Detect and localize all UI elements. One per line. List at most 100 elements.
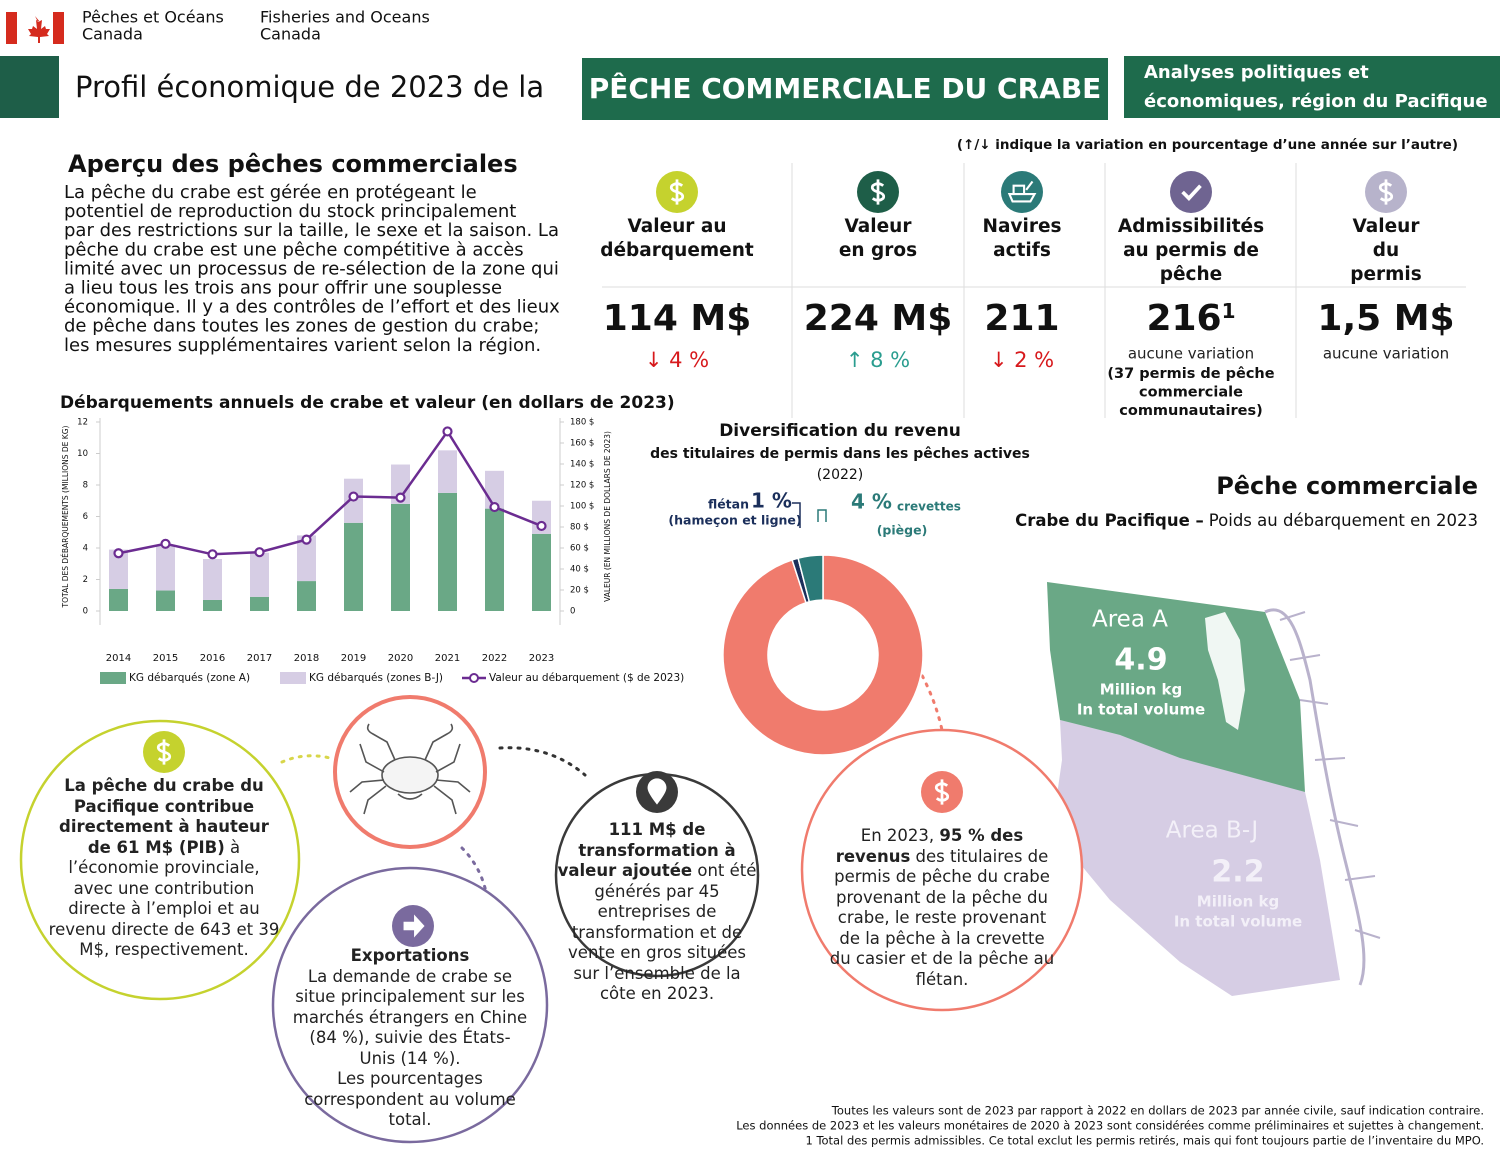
y-tick-label: 4 [83, 544, 88, 554]
x-tick-label: 2021 [435, 653, 460, 664]
bar [250, 596, 269, 611]
callout-run: La pêche du crabe du Pacifique contribue… [59, 776, 269, 857]
icon-glyph [934, 779, 950, 805]
bar [391, 464, 410, 504]
bar [485, 508, 504, 611]
callout-run: ont été générés par 45 entreprises de tr… [568, 861, 757, 1003]
legend-swatch [280, 672, 306, 684]
icon [143, 731, 185, 773]
kpi-label: permis [1350, 264, 1422, 285]
kpi-value: 2161 [1146, 298, 1235, 339]
y-tick-label: 8 [83, 481, 88, 491]
map-subtitle-text: Poids au débarquement en 2023 [1209, 511, 1478, 530]
flag-bar [53, 12, 64, 44]
line [118, 429, 542, 556]
slice-note: (hameçon et ligne) [668, 513, 801, 528]
region-label: économiques, région du Pacifique [1144, 91, 1488, 112]
overview-line: de pêche dans toutes les zones de gestio… [64, 316, 539, 337]
icon [392, 905, 434, 947]
chart-period: (2022) [817, 467, 864, 483]
overview-line: économique. Il y a des contrôles de l’ef… [64, 297, 560, 318]
kpi-label: au permis de [1123, 240, 1259, 261]
connector [460, 846, 489, 899]
y-tick-label: 10 [77, 449, 88, 459]
line-marker [489, 501, 500, 513]
bar [391, 503, 410, 611]
slice-value-label: 4 % [851, 490, 892, 514]
accent-band [0, 56, 59, 118]
kpi-value: 114 M$ [603, 298, 752, 339]
flag-bar [6, 12, 17, 44]
callout-run: Les pourcentages correspondent au volume… [304, 1069, 516, 1129]
kpi-value: 1,5 M$ [1317, 298, 1454, 339]
kpi-change: ↓ 4 % [645, 348, 709, 372]
overview-heading: Aperçu des pêches commerciales [68, 150, 518, 178]
line-marker [536, 520, 547, 532]
kpi-label: Valeur [845, 216, 913, 237]
dept-name: Pêches et Océans [82, 8, 224, 27]
callout-run: Exportations [350, 946, 470, 965]
banner [582, 58, 1108, 120]
connector [498, 746, 587, 777]
footnote: Toutes les valeurs sont de 2023 par rapp… [831, 1104, 1484, 1118]
y2-tick-label: 180 $ [570, 418, 594, 428]
kpi-label: Valeur au [627, 216, 726, 237]
icon-glyph [647, 778, 667, 805]
overview-line: a lieu tous les trois ans pour offrir un… [64, 278, 502, 299]
bar [438, 492, 457, 611]
area-name: Area B-J [1166, 818, 1258, 844]
bar [109, 588, 128, 611]
chart-title: Diversification du revenu [719, 421, 961, 441]
icon-glyph [669, 179, 685, 205]
callout-circle [271, 866, 549, 1144]
leader-line [817, 509, 827, 522]
icon-glyph [1007, 180, 1037, 203]
x-tick-label: 2014 [106, 653, 131, 664]
legend-label: Valeur au débarquement ($ de 2023) [489, 672, 684, 684]
icon-glyph [870, 179, 886, 205]
kpi-value-text: 114 M$ [603, 298, 752, 339]
kpi-label: actifs [993, 240, 1051, 261]
legend-label: KG débarqués (zones B-J) [309, 672, 443, 684]
kpi-value-text: 216 [1146, 298, 1221, 339]
kpi-label: du [1373, 240, 1399, 261]
line-marker [160, 538, 171, 549]
dept-name: Canada [82, 25, 143, 44]
map-subtitle-bold: Crabe du Pacifique – [1015, 511, 1204, 530]
map-area [1052, 720, 1340, 996]
icon [1170, 171, 1212, 213]
area-unit: Million kg [1197, 893, 1279, 911]
overview-line: potentiel de reproduction du stock princ… [64, 201, 516, 222]
map-title: Pêche commerciale [1216, 472, 1478, 500]
y2-tick-label: 60 $ [570, 544, 589, 554]
overview-line: pêche du crabe est une pêche compétitive… [64, 239, 524, 260]
kpi-value-text: 1,5 M$ [1317, 298, 1454, 339]
connector [280, 754, 332, 764]
kpi-change: ↑ 8 % [846, 348, 910, 372]
dept-name: Fisheries and Oceans [260, 8, 430, 27]
coastline [1264, 608, 1366, 986]
y2-axis-label: VALEUR (EN MILLIONS DE DOLLARS DE 2023) [603, 431, 612, 602]
slice-name: flétan [708, 497, 749, 512]
region-label: Analyses politiques et [1144, 62, 1369, 83]
callout-text: 111 M$ de transformation à valeur ajouté… [556, 820, 758, 1005]
y-axis-label: TOTAL DES DÉBARQUEMENTS (MILLIONS DE KG) [61, 425, 70, 608]
kpi-value: 224 M$ [804, 298, 953, 339]
callout-run: 95 % des revenus [835, 826, 1024, 866]
footnote: 1 Total des permis admissibles. Ce total… [805, 1134, 1484, 1148]
icon [1365, 171, 1407, 213]
callout-run: à l’économie provinciale, avec une contr… [48, 837, 280, 960]
slice-note: (piège) [877, 523, 928, 538]
callout-text: Exportations La demande de crabe se situ… [292, 946, 528, 1131]
leader-line [792, 502, 801, 528]
bar [156, 544, 175, 591]
icon [656, 171, 698, 213]
kpi-value: 211 [984, 298, 1059, 339]
kpi-label: débarquement [600, 240, 754, 261]
bar [156, 590, 175, 611]
line-marker [348, 491, 359, 502]
kpi-detail: communautaires) [1119, 403, 1262, 419]
y2-tick-label: 140 $ [570, 460, 594, 470]
